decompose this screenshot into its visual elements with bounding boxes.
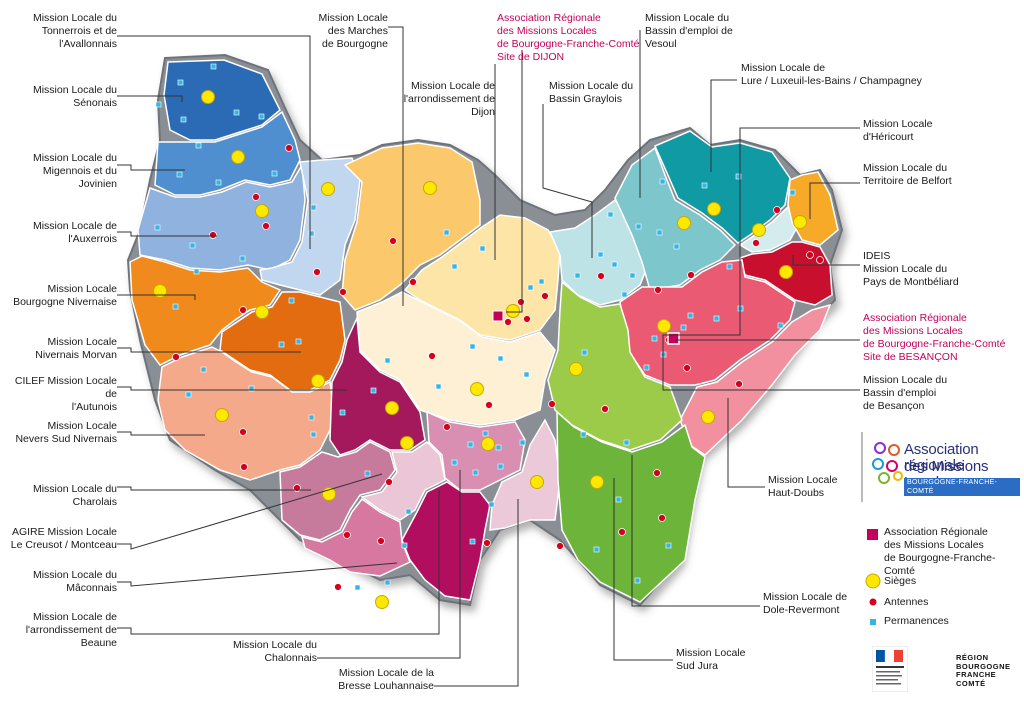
- red-dot-icon: [869, 598, 877, 606]
- label-senonais: Mission Locale du Sénonais: [32, 84, 117, 109]
- leader-lines: [117, 26, 860, 687]
- label-migennois: Mission Locale du Migennois et du Jovini…: [32, 152, 117, 190]
- blue-square-icon: [870, 619, 876, 625]
- legend-bracket: [861, 432, 863, 502]
- label-ideis: IDEIS Mission Locale du Pays de Montbéli…: [863, 250, 959, 288]
- label-charolais: Mission Locale du Charolais: [32, 483, 117, 508]
- arml-markers: [492, 310, 680, 345]
- legend-antennes-label: Antennes: [884, 596, 929, 608]
- label-nevers-sud: Mission Locale Nevers Sud Nivernais: [15, 420, 117, 445]
- arml-logo-icon: [872, 442, 903, 484]
- label-chalonnais: Mission Locale du Chalonnais: [232, 639, 317, 664]
- permanence-markers: [154, 63, 796, 591]
- republique-francaise-logo-icon: [872, 646, 908, 692]
- legend-arml-label: Association Régionale des Missions Local…: [884, 526, 996, 577]
- label-hericourt: Mission Locale d'Héricourt: [863, 118, 933, 143]
- label-autunois: CILEF Mission Locale de l'Autunois: [14, 375, 117, 413]
- label-lure: Mission Locale de Lure / Luxeuil-les-Bai…: [741, 62, 922, 87]
- label-arml-besancon: Association Régionale des Missions Local…: [863, 312, 1006, 363]
- label-graylois: Mission Locale du Bassin Graylois: [549, 80, 634, 105]
- logo-title-line1: Association régionale: [904, 441, 979, 474]
- legend: Association régionale des Missions Local…: [860, 432, 1020, 702]
- label-haut-doubs: Mission Locale Haut-Doubs: [768, 474, 838, 499]
- legend-sieges-label: Sièges: [884, 575, 917, 587]
- yellow-circle-icon: [865, 573, 881, 589]
- label-marches: Mission Locale des Marches de Bourgogne: [318, 12, 388, 50]
- label-belfort: Mission Locale du Territoire de Belfort: [863, 162, 952, 187]
- label-tonnerrois: Mission Locale du Tonnerrois et de l'Ava…: [32, 12, 117, 50]
- pink-square-icon: [867, 529, 878, 540]
- label-bourgogne-nivernaise: Mission Locale Bourgogne Nivernaise: [13, 283, 117, 308]
- label-besancon-bassin: Mission Locale du Bassin d'emploi de Bes…: [863, 374, 948, 412]
- label-agire: AGIRE Mission Locale Le Creusot / Montce…: [10, 526, 117, 551]
- label-nivernais-morvan: Mission Locale Nivernais Morvan: [35, 336, 117, 361]
- label-beaune: Mission Locale de l'arrondissement de Be…: [25, 611, 117, 649]
- label-maconnais: Mission Locale du Mâconnais: [32, 569, 117, 594]
- label-auxerrois: Mission Locale de l'Auxerrois: [32, 220, 117, 245]
- label-dole: Mission Locale de Dole-Revermont: [763, 591, 848, 616]
- label-sud-jura: Mission Locale Sud Jura: [676, 647, 746, 672]
- logo-band: BOURGOGNE-FRANCHE-COMTÉ: [904, 478, 1020, 496]
- label-bresse: Mission Locale de la Bresse Louhannaise: [338, 667, 434, 692]
- antenne-markers: [172, 144, 824, 591]
- siege-markers: [153, 90, 807, 609]
- legend-permanences-label: Permanences: [884, 615, 949, 627]
- label-arml-dijon: Association Régionale des Missions Local…: [497, 12, 640, 63]
- region-logo: RÉGION BOURGOGNE FRANCHE COMTÉ: [956, 653, 1011, 688]
- label-vesoul: Mission Locale du Bassin d'emploi de Ves…: [645, 12, 733, 50]
- label-dijon: Mission Locale de l'arrondissement de Di…: [403, 80, 495, 118]
